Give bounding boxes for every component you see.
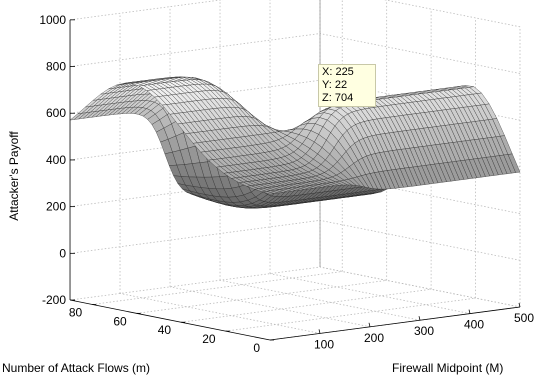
grid-line <box>319 219 521 261</box>
datatip[interactable]: X: 225 Y: 22 Z: 704 <box>318 64 376 107</box>
payoff-surface <box>69 76 521 209</box>
x-tick-mark <box>518 302 521 308</box>
z-axis-label: Attacker's Payoff <box>7 131 21 221</box>
y-tick-label: 60 <box>113 314 127 328</box>
grid-line <box>92 271 343 305</box>
x-tick-mark <box>468 309 471 314</box>
y-tick-label: 20 <box>202 332 216 346</box>
z-tick-label: -200 <box>42 293 66 307</box>
grid-line <box>319 266 521 308</box>
grid-line <box>69 0 224 21</box>
x-axis-line <box>269 306 521 341</box>
datatip-x: X: 225 <box>322 66 354 78</box>
grid-line <box>136 279 387 314</box>
grid-line <box>181 288 432 323</box>
grid-line <box>169 286 371 328</box>
grid-line <box>319 173 521 214</box>
z-tick-label: 1000 <box>39 13 66 27</box>
x-tick-mark <box>368 322 371 327</box>
grid-line <box>69 219 321 254</box>
surface-cell <box>507 153 521 173</box>
grid-line <box>383 0 521 28</box>
y-tick-label: 0 <box>253 341 260 355</box>
datatip-z: Z: 704 <box>322 92 354 104</box>
z-tick-label: 800 <box>46 60 66 74</box>
y-tick-label: 40 <box>158 323 172 337</box>
y-axis-label: Number of Attack Flows (m) <box>2 361 150 375</box>
x-tick-label: 100 <box>314 337 334 351</box>
x-tick-label: 500 <box>514 311 534 325</box>
x-tick-label: 400 <box>464 318 484 332</box>
y-axis-line <box>69 299 271 341</box>
x-tick-label: 300 <box>414 324 434 338</box>
tick-labels: -200 0 200 400 600 800 1000 100 200 300 400 500 0 20 4… <box>39 13 534 355</box>
grid-line <box>269 273 471 314</box>
z-tick-label: 400 <box>46 153 66 167</box>
y-tick-label: 80 <box>69 305 83 319</box>
z-tick-label: 600 <box>46 106 66 120</box>
grid-line <box>225 297 476 332</box>
x-tick-mark <box>318 329 321 334</box>
x-tick-label: 200 <box>364 331 384 345</box>
grid-line <box>119 293 321 334</box>
x-tick-mark <box>418 316 421 321</box>
z-tick-label: 0 <box>59 246 66 260</box>
axes-box <box>69 19 521 341</box>
x-axis-label: Firewall Midpoint (M) <box>392 361 503 375</box>
grid-line <box>319 33 521 74</box>
datatip-y: Y: 22 <box>322 79 348 91</box>
grid-line <box>69 266 321 301</box>
grid-line <box>69 33 321 67</box>
grid-line <box>219 279 421 321</box>
z-tick-label: 200 <box>46 200 66 214</box>
